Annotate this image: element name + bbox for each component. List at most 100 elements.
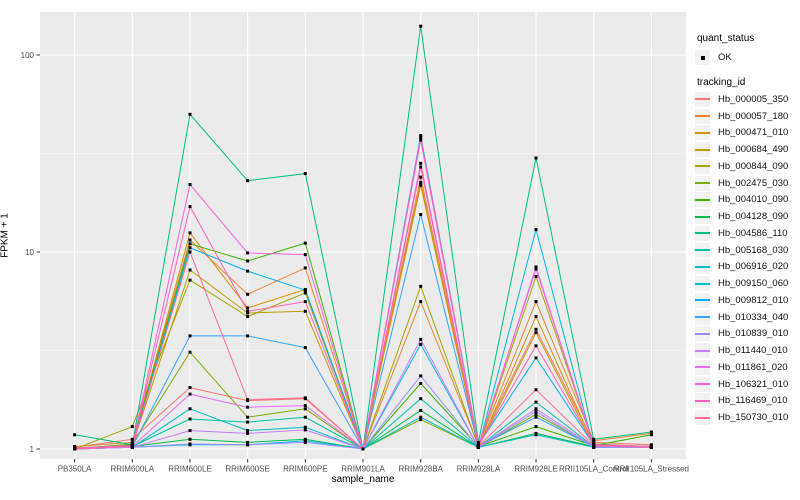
legend-entry-label: Hb_000684_490 <box>718 144 789 156</box>
x-tick-label: RRIM600SE <box>225 465 269 474</box>
x-tick-label: PB350LA <box>58 465 92 474</box>
data-point <box>649 443 653 447</box>
data-point <box>188 238 192 242</box>
x-tick-label: RRIM600PE <box>283 465 327 474</box>
data-point <box>534 425 538 429</box>
data-point <box>649 445 653 449</box>
legend-color-line-icon <box>695 366 710 369</box>
data-point <box>534 356 538 360</box>
data-point <box>188 417 192 421</box>
data-point <box>188 392 192 396</box>
legend-item-ok-label: OK <box>718 52 732 63</box>
legend-entry-label: Hb_106321_010 <box>718 378 789 390</box>
data-point <box>73 447 77 451</box>
data-point <box>534 344 538 348</box>
legend-entry-label: Hb_010334_040 <box>718 311 789 323</box>
legend-entry: Hb_000684_490 <box>695 141 788 158</box>
legend-entries: Hb_000005_350 Hb_000057_180 Hb_000471_010 H… <box>695 91 788 426</box>
legend-entry: Hb_004010_090 <box>695 192 788 209</box>
data-point <box>534 433 538 437</box>
data-point <box>592 444 596 448</box>
data-point <box>419 337 423 341</box>
legend-key-box <box>695 376 710 392</box>
data-point <box>246 309 250 313</box>
legend-entry: Hb_000844_090 <box>695 158 788 175</box>
data-point <box>246 315 250 319</box>
legend-entry: Hb_000005_350 <box>695 91 788 108</box>
data-point <box>419 408 423 412</box>
data-point <box>592 440 596 444</box>
legend-entry-label: Hb_002475_030 <box>718 177 789 189</box>
data-point <box>73 433 77 437</box>
data-point <box>419 382 423 385</box>
data-point <box>246 443 250 447</box>
legend-item-ok: OK <box>695 49 732 66</box>
legend-entry-label: Hb_000005_350 <box>718 93 789 105</box>
legend-entry: Hb_002475_030 <box>695 175 788 192</box>
legend-title-tracking-id: tracking_id <box>697 77 746 88</box>
data-point <box>303 172 307 176</box>
data-point <box>246 415 250 419</box>
data-point <box>476 440 480 444</box>
data-point <box>592 437 596 441</box>
legend-color-line-icon <box>695 198 710 201</box>
data-point <box>419 284 423 288</box>
legend-color-line-icon <box>695 332 710 335</box>
legend-entry-label: Hb_150730_010 <box>718 412 789 424</box>
data-point <box>188 246 192 250</box>
legend-color-line-icon <box>695 215 710 218</box>
legend-entry-label: Hb_010839_010 <box>718 328 789 340</box>
legend-entry-label: Hb_004010_090 <box>718 194 789 206</box>
data-point <box>476 445 480 448</box>
legend-entry: Hb_150730_010 <box>695 409 788 426</box>
data-point <box>419 134 423 138</box>
legend-entry: Hb_010839_010 <box>695 326 788 343</box>
data-point <box>246 405 250 409</box>
data-point <box>246 429 250 433</box>
data-point <box>534 265 538 269</box>
data-point <box>188 278 192 282</box>
data-point <box>246 420 250 424</box>
data-point <box>303 439 307 443</box>
legend-color-line-icon <box>695 232 710 235</box>
legend-color-line-icon <box>695 148 710 151</box>
legend-entry-label: Hb_005168_030 <box>718 244 789 256</box>
data-point <box>303 241 307 245</box>
legend-color-line-icon <box>695 182 710 185</box>
data-point <box>303 309 307 313</box>
legend-entry: Hb_005168_030 <box>695 242 788 259</box>
legend-entry: Hb_106321_010 <box>695 376 788 393</box>
x-tick-label: RRII105LA_Stressed <box>614 465 689 474</box>
data-point <box>419 183 423 187</box>
data-point <box>188 407 192 411</box>
data-point <box>188 334 192 338</box>
data-point <box>534 407 538 411</box>
legend-entry: Hb_011440_010 <box>695 342 788 359</box>
legend-entry: Hb_116469_010 <box>695 393 788 410</box>
legend-color-line-icon <box>695 165 710 168</box>
data-point <box>303 404 307 408</box>
legend-entry-label: Hb_006916_020 <box>718 261 789 273</box>
legend-color-line-icon <box>695 299 710 302</box>
legend-entry: Hb_010334_040 <box>695 309 788 326</box>
legend-color-line-icon <box>695 383 710 386</box>
legend-entry-label: Hb_004586_110 <box>718 227 788 239</box>
data-point <box>419 165 423 169</box>
data-point <box>130 425 134 429</box>
legend-color-line-icon <box>695 316 710 319</box>
data-point <box>534 315 538 319</box>
legend-entry: Hb_011861_020 <box>695 359 788 376</box>
y-tick-label: 100 <box>21 51 35 60</box>
data-point <box>303 346 307 350</box>
data-point <box>419 374 423 378</box>
data-point <box>534 327 538 331</box>
data-point <box>419 24 423 28</box>
x-tick-label: RRIM901LA <box>341 465 385 474</box>
legend-color-line-icon <box>695 115 710 118</box>
data-point <box>419 418 423 422</box>
data-point <box>188 429 192 433</box>
data-point <box>188 437 192 441</box>
data-point <box>130 440 134 444</box>
data-point <box>246 179 250 183</box>
